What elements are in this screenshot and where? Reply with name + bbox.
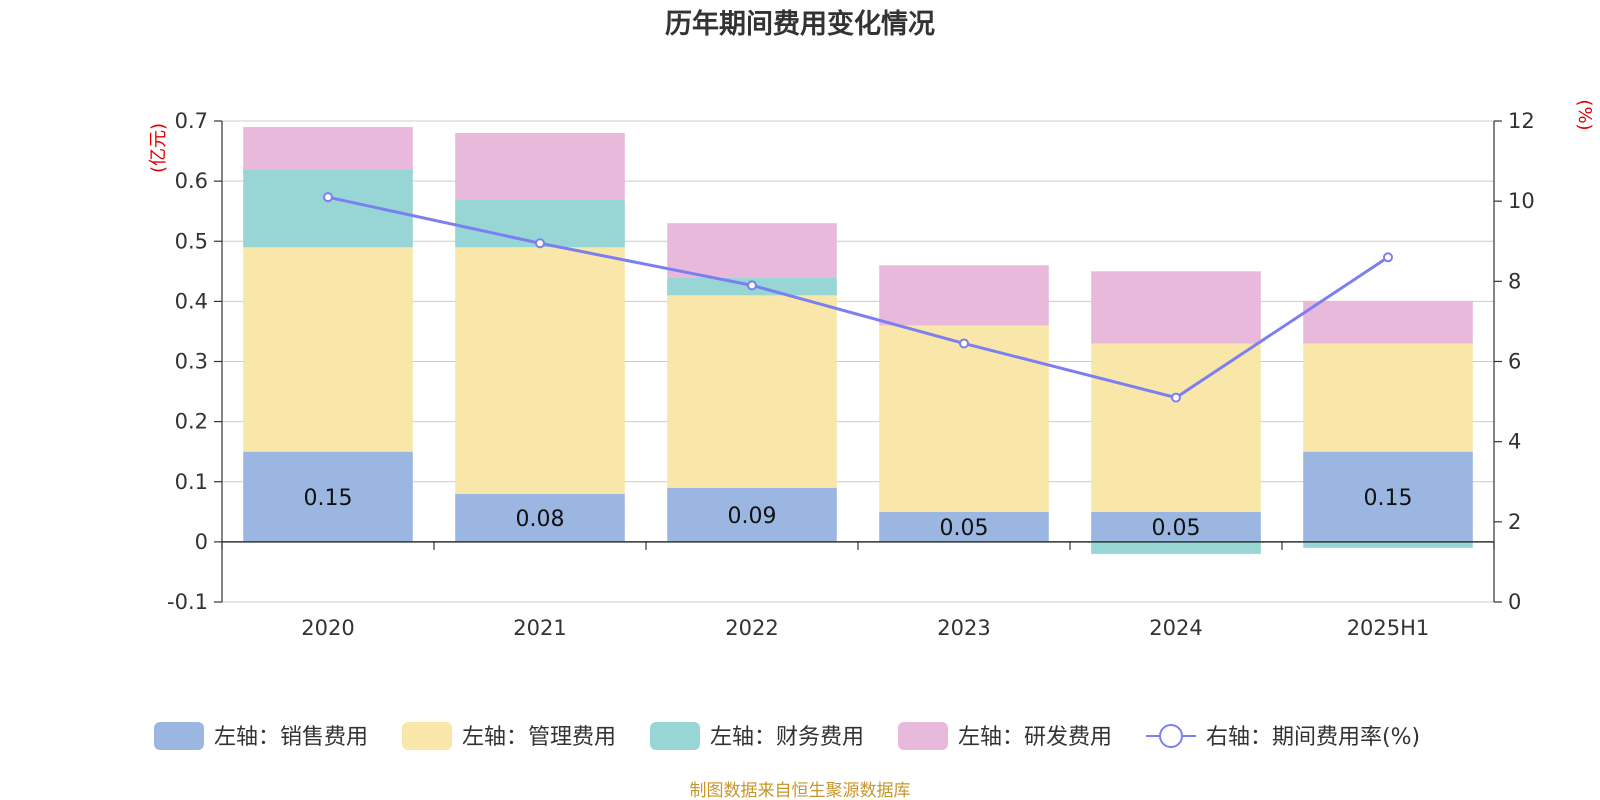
bar [455,493,625,542]
right-tick-label: 10 [1508,189,1535,213]
data-label: 0.09 [728,504,777,529]
left-tick-label: 0.4 [175,289,208,313]
right-tick-label: 6 [1508,350,1521,374]
rate-point [1171,392,1181,403]
legend-swatch [898,722,948,750]
x-tick-label: 2023 [937,616,990,640]
data-label: 0.15 [304,486,353,511]
bar [1091,271,1261,344]
right-tick-label: 4 [1508,430,1521,454]
left-tick-label: 0.3 [175,350,208,374]
bar [1303,343,1473,452]
data-labels: 0.15 0.08 0.09 0.05 0.05 0.15 [304,486,1413,541]
bar [667,295,837,488]
bar [667,487,837,542]
legend-swatch [154,722,204,750]
x-tick-label: 2024 [1149,616,1202,640]
right-tick-label: 8 [1508,269,1521,293]
legend-label: 左轴：销售费用 [214,725,368,750]
rate-point [747,280,757,291]
legend: 左轴：销售费用 左轴：管理费用 左轴：财务费用 左轴：研发费用 右轴：期间费用率(%) [154,722,1420,750]
bar [243,169,413,248]
right-tick-label: 0 [1508,590,1521,614]
left-tick-label: -0.1 [167,590,208,614]
left-tick-label: 0.6 [175,169,208,193]
bar [1303,451,1473,542]
bar [879,511,1049,542]
bar [243,247,413,452]
data-label: 0.15 [1364,486,1413,511]
data-label: 0.05 [1152,516,1201,541]
bar [1091,541,1261,554]
left-axis-unit: (亿元) [148,123,169,173]
left-tick-label: 0.5 [175,229,208,253]
bar [455,247,625,494]
bar-series [243,127,1473,554]
rate-point [1383,252,1393,263]
left-tick-label: 0 [195,530,208,554]
bar [667,223,837,278]
source-note: 制图数据来自恒生聚源数据库 [690,781,911,800]
rate-polyline [327,195,1389,400]
bar [1303,541,1473,548]
bar [455,133,625,200]
legend-swatch [650,722,700,750]
x-tick-label: 2021 [513,616,566,640]
left-tick-label: 0.1 [175,470,208,494]
legend-label: 左轴：管理费用 [462,725,616,750]
bar [243,451,413,542]
rate-point [323,192,333,203]
left-tick-label: 0.2 [175,410,208,434]
bar [243,127,413,170]
bar [1091,511,1261,542]
legend-line-marker [1159,724,1183,748]
legend-swatch [402,722,452,750]
left-tick-label: 0.7 [175,109,208,133]
bar [879,265,1049,326]
tick-labels: -0.1 0 0.1 0.2 0.3 0.4 0.5 0.6 0.7 0 2 4 6 8 10 12 2020 2… [167,109,1535,640]
data-label: 0.08 [516,507,565,532]
bar [1303,301,1473,344]
chart-title: 历年期间费用变化情况 [665,8,935,40]
right-tick-label: 12 [1508,109,1535,133]
data-label: 0.05 [940,516,989,541]
legend-label: 左轴：财务费用 [710,725,864,750]
bar [879,325,1049,512]
bar [1091,343,1261,512]
x-tick-label: 2025H1 [1347,616,1430,640]
right-axis-unit: (%) [1574,99,1595,130]
legend-label: 左轴：研发费用 [958,725,1112,750]
rate-point [535,238,545,249]
x-tick-label: 2020 [301,616,354,640]
legend-label: 右轴：期间费用率(%) [1206,725,1420,750]
right-tick-label: 2 [1508,510,1521,534]
rate-point [959,338,969,349]
x-tick-label: 2022 [725,616,778,640]
rate-line [323,192,1393,403]
axes [214,120,1502,603]
